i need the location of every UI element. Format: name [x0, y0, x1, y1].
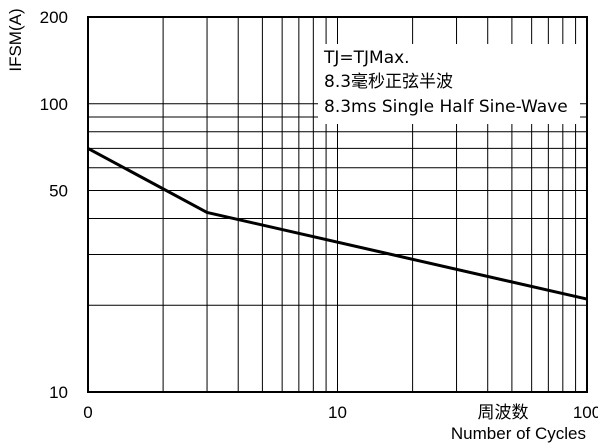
y-axis-label: IFSM(A): [6, 8, 25, 71]
annotation-en: 8.3ms Single Half Sine-Wave: [324, 97, 568, 117]
x-axis-label: Number of Cycles: [451, 424, 586, 443]
x-axis-label-cn: 周波数: [478, 403, 529, 422]
annotation-cn: 8.3毫秒正弦半波: [324, 72, 453, 92]
tick-labels: 0 10 100 10 50 100 200: [40, 8, 598, 422]
annotation-box: TJ=TJMax. 8.3毫秒正弦半波 8.3ms Single Half Si…: [318, 44, 580, 124]
annotation-background: [318, 44, 580, 124]
y-tick-label: 10: [49, 383, 68, 402]
y-tick-label: 200: [40, 8, 68, 27]
x-tick-label: 100: [573, 403, 598, 422]
x-tick-label: 0: [83, 403, 92, 422]
x-tick-label: 10: [328, 403, 347, 422]
annotation-tj: TJ=TJMax.: [323, 48, 410, 68]
series: [87, 147, 588, 301]
plot-frame: [87, 16, 588, 393]
y-tick-label: 100: [40, 95, 68, 114]
y-tick-label: 50: [49, 182, 68, 201]
series-line: [87, 147, 588, 301]
